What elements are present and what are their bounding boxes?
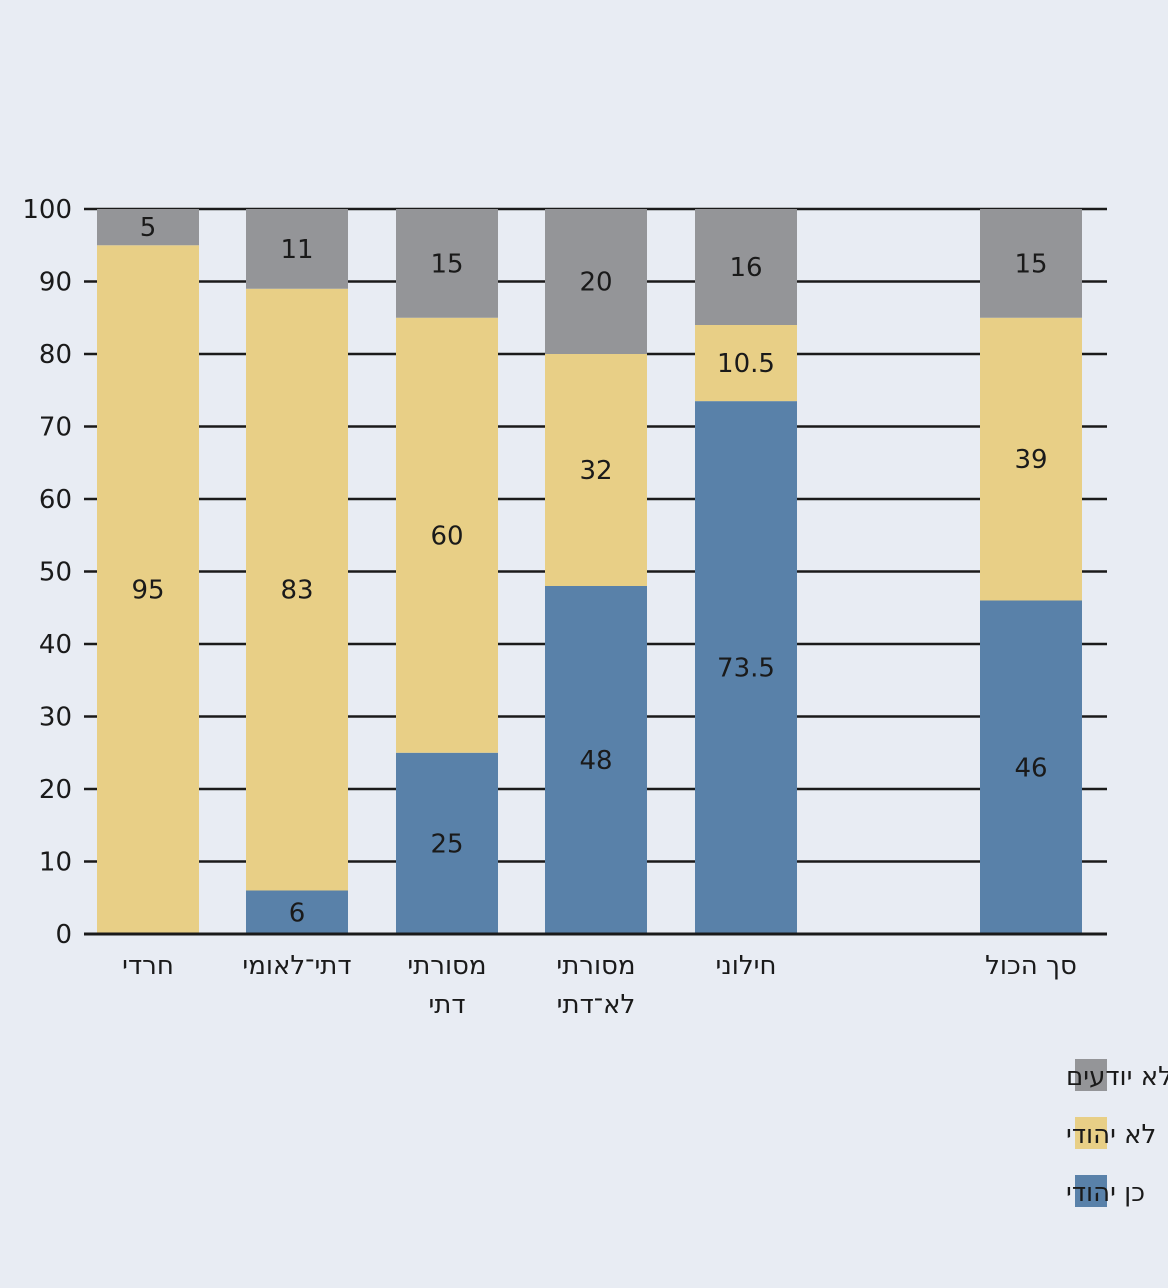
- data-label: 16: [729, 253, 762, 283]
- y-tick-label: 70: [39, 413, 72, 443]
- bar-segment: [396, 209, 498, 318]
- data-label: 32: [579, 456, 612, 486]
- data-label: 6: [289, 898, 306, 928]
- bar-segment: [545, 354, 647, 586]
- bar-segment: [980, 600, 1082, 934]
- bar-segment: [246, 209, 348, 289]
- y-tick-label: 10: [39, 848, 72, 878]
- y-tick-label: 40: [39, 630, 72, 660]
- data-label: 20: [579, 268, 612, 298]
- data-label: 5: [140, 213, 157, 243]
- x-axis-labels: חרדי דתי־לאומי מסורתי דתי מסורתי לא־דתי חילוני…: [122, 951, 1077, 1020]
- legend-label: לא יהודי: [1066, 1120, 1156, 1150]
- data-label: 15: [1014, 249, 1047, 279]
- x-tick-label: מסורתי: [556, 951, 635, 981]
- data-label: 46: [1014, 753, 1047, 783]
- data-label: 83: [280, 576, 313, 606]
- y-tick-label: 80: [39, 340, 72, 370]
- bar-segment: [97, 245, 199, 934]
- data-label: 39: [1014, 445, 1047, 475]
- data-label: 60: [430, 521, 463, 551]
- bar-segment: [396, 752, 498, 934]
- legend-swatch: [1075, 1117, 1107, 1149]
- bar-segment: [545, 209, 647, 354]
- bar-segment: [396, 317, 498, 753]
- x-tick-label: לא־דתי: [557, 990, 636, 1020]
- data-label: 15: [430, 249, 463, 279]
- data-label: 48: [579, 746, 612, 776]
- data-label: 73.5: [717, 654, 775, 684]
- y-tick-label: 0: [55, 920, 72, 950]
- x-tick-label: מסורתי: [407, 951, 486, 981]
- y-tick-label: 30: [39, 703, 72, 733]
- x-tick-label: חרדי: [122, 951, 174, 981]
- y-tick-label: 100: [22, 195, 72, 225]
- bar-segment: [97, 209, 199, 246]
- legend-label: לא יודעים: [1066, 1062, 1168, 1092]
- x-tick-label: סך הכול: [985, 951, 1077, 981]
- data-label: 11: [280, 235, 313, 265]
- legend-swatch: [1075, 1175, 1107, 1207]
- bar-segment: [695, 209, 797, 325]
- bar-segment: [980, 317, 1082, 601]
- legend: לא יודעים לא יהודי כן יהודי: [1066, 1059, 1168, 1208]
- data-labels: 95 5 6 83 11 25 60 15 48 32 20 73.5 10.5 16 46 39 15: [131, 213, 1047, 928]
- x-tick-label: דתי: [428, 990, 465, 1020]
- bar-segment: [980, 209, 1082, 318]
- y-tick-label: 60: [39, 485, 72, 515]
- data-label: 10.5: [717, 349, 775, 379]
- bar-segment: [695, 401, 797, 934]
- y-tick-label: 20: [39, 775, 72, 805]
- bars: [97, 209, 1082, 934]
- legend-label: כן יהודי: [1066, 1178, 1145, 1208]
- x-tick-label: דתי־לאומי: [242, 951, 351, 981]
- bar-segment: [695, 325, 797, 402]
- legend-swatch: [1075, 1059, 1107, 1091]
- y-axis-ticks: 0 10 20 30 40 50 60 70 80 90 100: [22, 195, 72, 950]
- data-label: 25: [430, 829, 463, 859]
- bar-segment: [246, 890, 348, 934]
- bar-segment: [246, 288, 348, 891]
- x-tick-label: חילוני: [716, 951, 777, 981]
- y-tick-label: 50: [39, 558, 72, 588]
- y-tick-label: 90: [39, 268, 72, 298]
- bar-segment: [545, 586, 647, 934]
- data-label: 95: [131, 576, 164, 606]
